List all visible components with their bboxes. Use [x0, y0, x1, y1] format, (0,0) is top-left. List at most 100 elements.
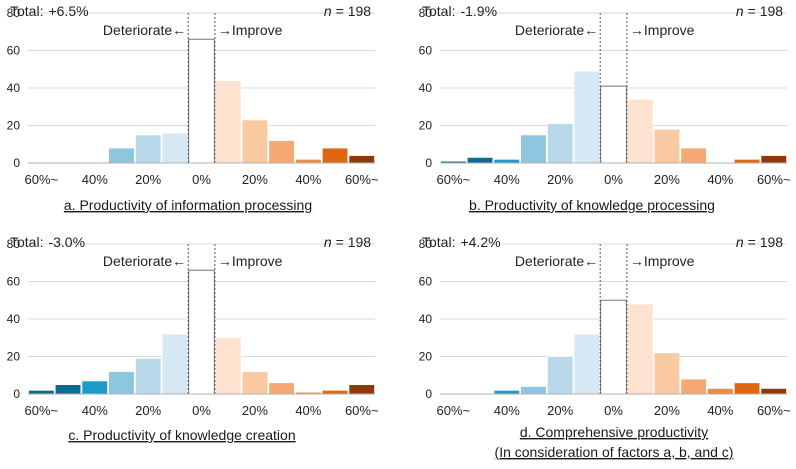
- y-tick-label: 60: [419, 275, 433, 289]
- histogram-bar: [28, 389, 55, 395]
- improve-label: →Improve: [218, 22, 283, 38]
- histogram-bar: [134, 134, 162, 164]
- histogram-bar: [546, 123, 574, 164]
- deteriorate-label: Deteriorate←: [515, 253, 598, 269]
- y-tick-label: 40: [419, 81, 433, 95]
- x-tick-label: 60%~: [345, 403, 379, 418]
- y-tick-label: 0: [13, 156, 20, 170]
- histogram-bar: [268, 382, 295, 395]
- x-tick-label: 60%~: [25, 172, 59, 187]
- histogram-bar: [520, 134, 547, 164]
- y-tick-label: 60: [7, 275, 21, 289]
- panel-title: b. Productivity of knowledge processing: [469, 197, 715, 213]
- histogram-bar: [348, 384, 375, 395]
- x-tick-label: 20%: [135, 172, 161, 187]
- sample-size: n = 198: [736, 234, 783, 250]
- panel-d: 0 20 40 60 80 60%~ 40% 20% 0% 20% 40% 60%~ Total: +4.…: [419, 234, 791, 460]
- total-label-text: Total:: [10, 3, 43, 19]
- histogram-bar: [214, 337, 242, 395]
- histogram-bar: [54, 384, 82, 395]
- histogram-bar: [733, 158, 761, 164]
- histogram-bar: [600, 85, 627, 164]
- histogram-bar: [546, 356, 574, 395]
- total-label: Total: -3.0%: [10, 234, 85, 250]
- x-tick-label: 40%: [295, 172, 321, 187]
- histogram-bar: [108, 147, 135, 164]
- total-value: +6.5%: [48, 3, 88, 19]
- panel-title: a. Productivity of information processin…: [64, 197, 312, 213]
- total-label-text: Total:: [422, 3, 455, 19]
- total-value: -3.0%: [48, 234, 85, 250]
- total-label-text: Total:: [10, 234, 43, 250]
- histogram-bar: [295, 158, 322, 164]
- histogram-bar: [760, 387, 788, 395]
- histogram-bar: [653, 352, 681, 395]
- x-tick-label: 60%~: [757, 172, 791, 187]
- sample-size: n = 198: [324, 234, 371, 250]
- histogram-bar: [680, 378, 707, 395]
- x-tick-label: 40%: [494, 172, 520, 187]
- y-tick-label: 80: [419, 6, 433, 20]
- sample-size: n = 198: [324, 3, 371, 19]
- x-tick-label: 20%: [547, 403, 573, 418]
- deteriorate-label: Deteriorate←: [103, 253, 186, 269]
- histogram-bar: [573, 333, 601, 395]
- y-tick-label: 0: [13, 387, 20, 401]
- y-tick-label: 40: [419, 312, 433, 326]
- histogram-bar: [81, 380, 109, 395]
- x-tick-label: 40%: [494, 403, 520, 418]
- panel-a: 0 20 40 60 80 60%~ 40% 20% 0% 20% 40% 60%~ Total: +6.…: [7, 3, 379, 213]
- histogram-bar: [161, 132, 189, 164]
- total-value: -1.9%: [460, 3, 497, 19]
- sample-size-value: = 198: [336, 3, 372, 19]
- y-tick-label: 0: [425, 156, 432, 170]
- histogram-bar: [493, 158, 520, 164]
- sample-size-symbol: n: [736, 234, 744, 250]
- panel-title: d. Comprehensive productivity: [520, 424, 708, 440]
- x-tick-label: 20%: [654, 172, 680, 187]
- x-tick-label: 20%: [242, 403, 268, 418]
- sample-size-symbol: n: [324, 234, 332, 250]
- y-tick-label: 20: [419, 119, 433, 133]
- improve-label: →Improve: [218, 253, 283, 269]
- x-tick-label: 60%~: [757, 403, 791, 418]
- total-label-text: Total:: [422, 234, 455, 250]
- y-tick-label: 40: [7, 81, 21, 95]
- improve-label: →Improve: [630, 22, 695, 38]
- histogram-bar: [268, 140, 295, 164]
- x-tick-label: 20%: [654, 403, 680, 418]
- panel-c: 0 20 40 60 80 60%~ 40% 20% 0% 20% 40% 60%~ Total: -3.…: [7, 234, 379, 443]
- y-tick-label: 20: [7, 119, 21, 133]
- histogram-bar: [707, 387, 734, 395]
- x-tick-label: 60%~: [345, 172, 379, 187]
- panel-b: 0 20 40 60 80 60%~ 40% 20% 0% 20% 40% 60%~ Total: -1.…: [419, 3, 791, 213]
- histogram-bar: [760, 155, 788, 164]
- x-tick-label: 0%: [604, 172, 623, 187]
- histogram-bar: [680, 147, 707, 164]
- x-tick-label: 40%: [82, 403, 108, 418]
- y-tick-label: 0: [425, 387, 432, 401]
- y-tick-label: 20: [7, 350, 21, 364]
- sample-size-symbol: n: [324, 3, 332, 19]
- sample-size: n = 198: [736, 3, 783, 19]
- histogram-bar: [241, 119, 269, 164]
- y-tick-label: 80: [7, 237, 21, 251]
- histogram-bar: [321, 147, 349, 164]
- x-tick-label: 60%~: [437, 172, 471, 187]
- panel-subtitle: (In consideration of factors a, b, and c…: [495, 444, 734, 460]
- x-tick-label: 20%: [242, 172, 268, 187]
- x-tick-label: 20%: [547, 172, 573, 187]
- histogram-bar: [241, 371, 269, 395]
- histogram-bar: [134, 357, 162, 395]
- histogram-bar: [627, 98, 654, 164]
- x-tick-label: 0%: [604, 403, 623, 418]
- x-tick-label: 40%: [295, 403, 321, 418]
- total-label: Total: +6.5%: [10, 3, 89, 19]
- histogram-bar: [161, 333, 189, 395]
- x-tick-label: 0%: [192, 172, 211, 187]
- histogram-bar: [188, 269, 215, 395]
- x-tick-label: 40%: [707, 403, 733, 418]
- x-tick-label: 40%: [82, 172, 108, 187]
- histogram-bar: [627, 303, 654, 395]
- sample-size-value: = 198: [748, 3, 784, 19]
